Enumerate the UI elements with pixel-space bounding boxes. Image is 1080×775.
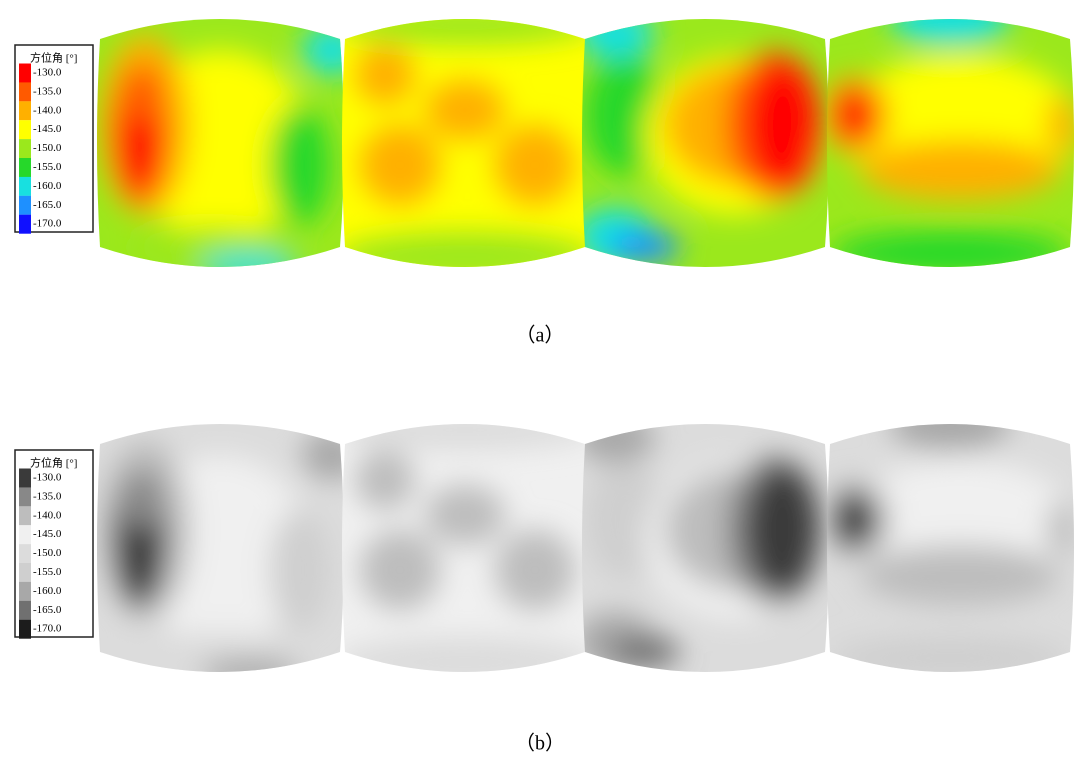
map-region [610,636,680,668]
map-region [120,470,164,530]
legend-swatch [19,214,31,234]
legend-label: -135.0 [33,85,62,97]
map-region [746,61,818,189]
map-blobs [100,430,344,672]
field-map [582,19,829,267]
map-region [582,424,655,463]
map-region [200,658,300,672]
legend-label: -155.0 [33,566,62,578]
legend-swatch [19,563,31,582]
map-region [425,80,505,140]
map-region [355,450,415,510]
legend-label: -160.0 [33,585,62,597]
map-region [833,492,877,548]
caption: （b） [515,732,565,755]
legend-label: -155.0 [33,161,62,173]
legend-swatch [19,619,31,639]
map-blobs [342,424,589,672]
legend-label: -140.0 [33,509,62,521]
map-region [746,466,818,594]
map-region [425,485,505,545]
legend-swatch [19,120,31,140]
map-blobs [582,19,825,267]
field-map [342,424,589,672]
field-map [97,424,344,672]
map-region [860,140,1060,200]
map-region [890,424,1010,450]
map-region [120,65,164,125]
map-region [342,232,589,267]
caption: （a） [516,324,565,347]
map-region [360,530,440,610]
map-region [360,125,440,205]
map-region [833,87,877,143]
legend-label: -135.0 [33,490,62,502]
legend-label: -160.0 [33,180,62,192]
legend-swatch [19,176,31,196]
map-region [495,530,575,610]
map-region [1047,95,1074,155]
map-region [342,19,589,45]
map-region [585,460,665,580]
legend-label: -145.0 [33,123,62,135]
legend-label: -140.0 [33,104,62,116]
legend-title: 方位角 [°] [30,51,77,65]
legend-label: -150.0 [33,142,62,154]
legend-label: -150.0 [33,547,62,559]
legend-swatch [19,468,31,488]
map-blobs [582,424,825,672]
map-region [860,545,1060,605]
field-map [827,19,1074,267]
field-map [97,19,344,267]
legend-title: 方位角 [°] [30,456,77,470]
map-region [830,231,1070,267]
map-region [302,430,344,480]
legend-swatch [19,544,31,564]
map-blobs [342,19,589,267]
map-blobs [100,25,344,267]
legend-label: -165.0 [33,604,62,616]
legend-swatch [19,63,31,83]
map-region [582,19,655,58]
legend-swatch [19,525,31,545]
map-region [355,45,415,105]
field-map [827,424,1074,672]
legend-label: -145.0 [33,528,62,540]
legend-label: -170.0 [33,623,62,635]
legend-label: -165.0 [33,199,62,211]
field-map [342,19,589,267]
legend-swatch [19,82,31,102]
map-region [270,510,330,630]
legend-swatch [19,101,31,121]
legend-label: -130.0 [33,67,62,79]
legend-label: -130.0 [33,472,62,484]
field-map [582,424,829,672]
map-region [585,55,665,175]
map-region [342,637,589,672]
map-region [890,19,1010,45]
legend-label: -170.0 [33,218,62,230]
map-region [610,231,680,263]
map-region [495,125,575,205]
legend-swatch [19,158,31,177]
map-region [1047,500,1074,560]
map-region [302,25,344,75]
legend-swatch [19,487,31,507]
map-region [270,105,330,225]
legend-swatch [19,506,31,526]
map-region [830,636,1070,672]
legend-swatch [19,581,31,601]
legend-swatch [19,195,31,215]
map-region [342,424,589,450]
map-region [200,253,300,267]
legend-swatch [19,600,31,620]
legend-swatch [19,139,31,159]
